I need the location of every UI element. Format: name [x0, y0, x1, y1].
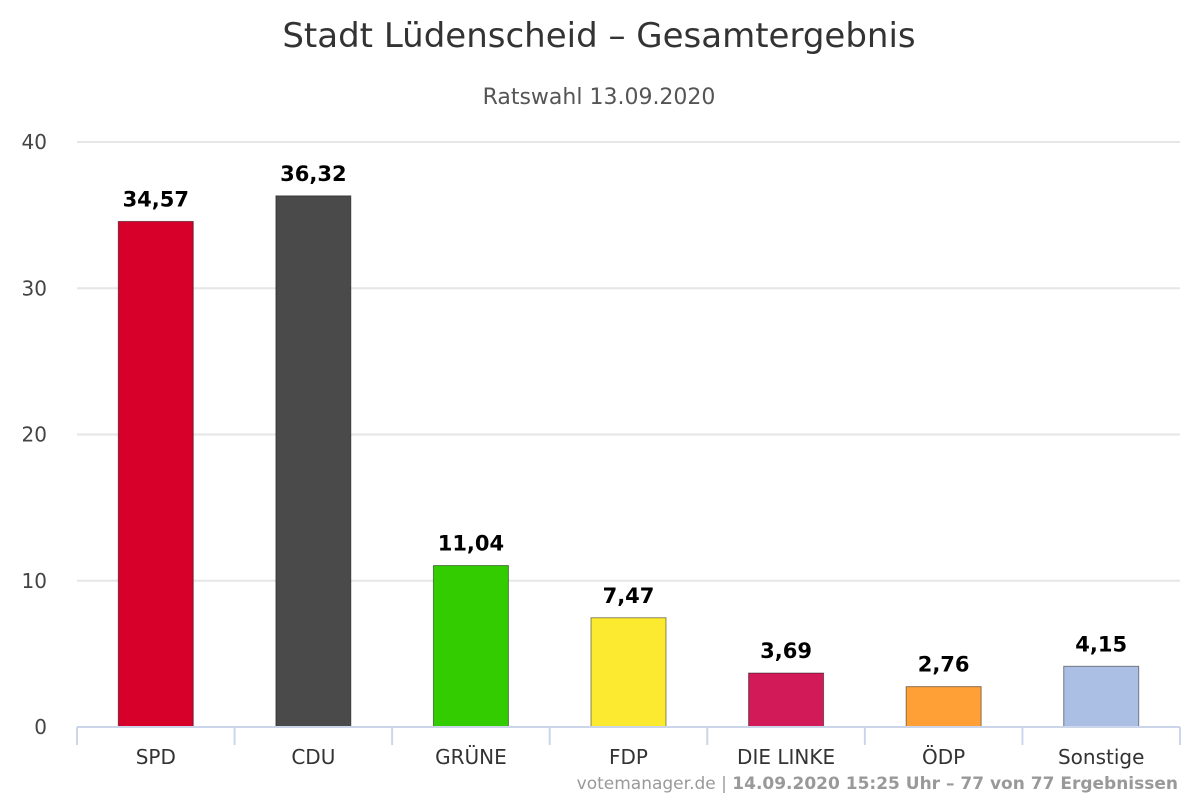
- x-tick-label: Sonstige: [1058, 745, 1144, 769]
- data-label: 36,32: [280, 162, 346, 186]
- data-label: 4,15: [1075, 632, 1127, 656]
- y-tick-label: 20: [22, 423, 47, 447]
- bar-grüne: [432, 565, 509, 728]
- x-tick-label: FDP: [609, 745, 648, 769]
- data-label: 7,47: [603, 584, 655, 608]
- chart-title: Stadt Lüdenscheid – Gesamtergebnis: [282, 16, 915, 56]
- bar-sonstige: [1063, 665, 1140, 728]
- bars: [117, 195, 1140, 728]
- credit-info: 14.09.2020 15:25 Uhr – 77 von 77 Ergebni…: [732, 774, 1178, 794]
- x-tick-label: CDU: [291, 745, 335, 769]
- bar-fdp: [590, 617, 667, 728]
- data-label: 2,76: [918, 653, 970, 677]
- x-tick-label: GRÜNE: [435, 745, 507, 769]
- y-tick-label: 30: [22, 276, 47, 300]
- data-labels: 34,57 36,32 11,04 7,47 3,69 2,76 4,15: [123, 162, 1128, 677]
- bar-spd: [117, 220, 194, 728]
- credit-source[interactable]: votemanager.de: [576, 774, 716, 794]
- y-axis: 0 10 20 30 40: [22, 130, 47, 739]
- credit-separator: |: [721, 774, 727, 794]
- gridlines: [77, 141, 1180, 582]
- chart-subtitle: Ratswahl 13.09.2020: [483, 85, 716, 110]
- data-label: 11,04: [438, 532, 504, 556]
- x-tick-label: SPD: [136, 745, 176, 769]
- x-tick-label: ÖDP: [922, 745, 965, 769]
- x-tick-label: DIE LINKE: [737, 745, 835, 769]
- data-label: 3,69: [760, 639, 812, 663]
- bar-ödp: [905, 686, 982, 728]
- bar-die-linke: [748, 672, 825, 728]
- y-tick-label: 0: [34, 715, 47, 739]
- bar-cdu: [275, 195, 352, 728]
- y-tick-label: 40: [22, 130, 47, 154]
- credit-line: votemanager.de | 14.09.2020 15:25 Uhr – …: [577, 774, 1178, 794]
- x-axis: SPD CDU GRÜNE FDP DIE LINKE ÖDP Sonstige: [76, 726, 1181, 769]
- y-tick-label: 10: [22, 569, 47, 593]
- data-label: 34,57: [123, 187, 189, 211]
